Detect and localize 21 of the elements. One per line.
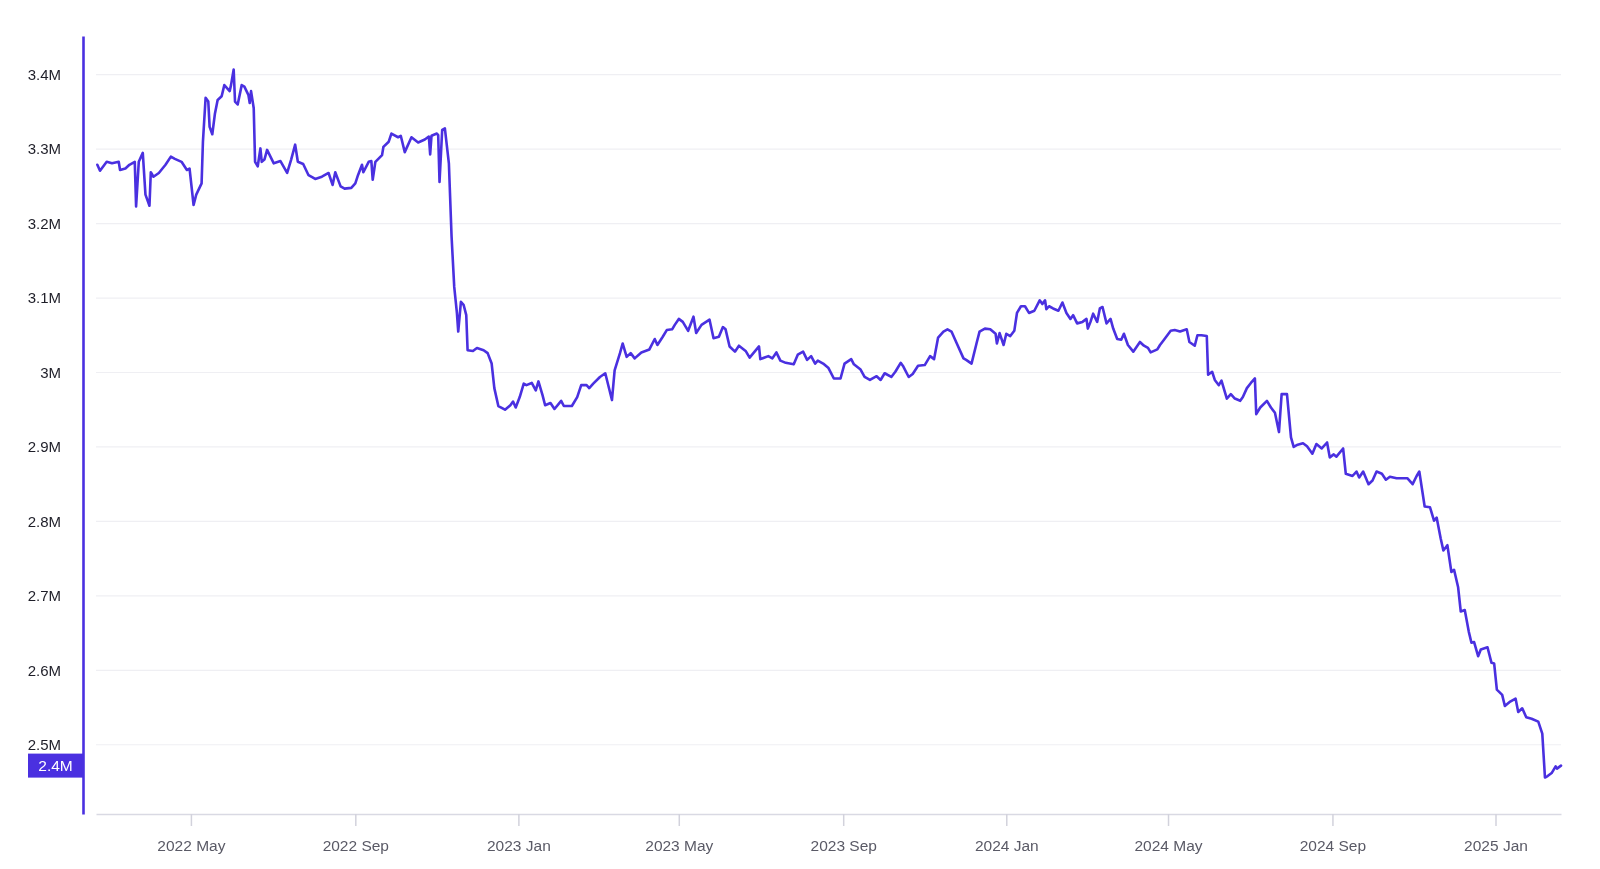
x-tick-label: 2023 Jan — [487, 837, 551, 855]
y-tick-label: 3M — [40, 363, 61, 381]
y-tick-label: 3.4M — [27, 66, 61, 84]
x-tick-label: 2022 Sep — [322, 837, 389, 855]
x-tick-label: 2022 May — [157, 837, 226, 855]
y-tick-label: 3.1M — [27, 289, 61, 307]
y-tick-label: 2.9M — [27, 438, 61, 456]
x-tick-label: 2023 Sep — [810, 837, 877, 855]
y-tick-label: 2.7M — [27, 587, 61, 605]
x-tick-label: 2024 Jan — [974, 837, 1039, 855]
x-tick-label: 2023 May — [645, 837, 714, 855]
x-tick-label: 2024 Sep — [1299, 837, 1367, 855]
y-tick-label: 3.3M — [27, 140, 61, 158]
y-tick-label: 3.2M — [27, 214, 61, 232]
y-tick-label: 2.8M — [27, 512, 61, 530]
y-tick-label: 2.5M — [27, 736, 61, 754]
text: 2.4M — [38, 757, 73, 775]
x-tick-label: 2025 Jan — [1464, 837, 1528, 855]
y-tick-label: 2.6M — [27, 661, 61, 679]
line-series — [96, 68, 1563, 779]
x-tick-label: 2024 May — [1134, 837, 1203, 855]
